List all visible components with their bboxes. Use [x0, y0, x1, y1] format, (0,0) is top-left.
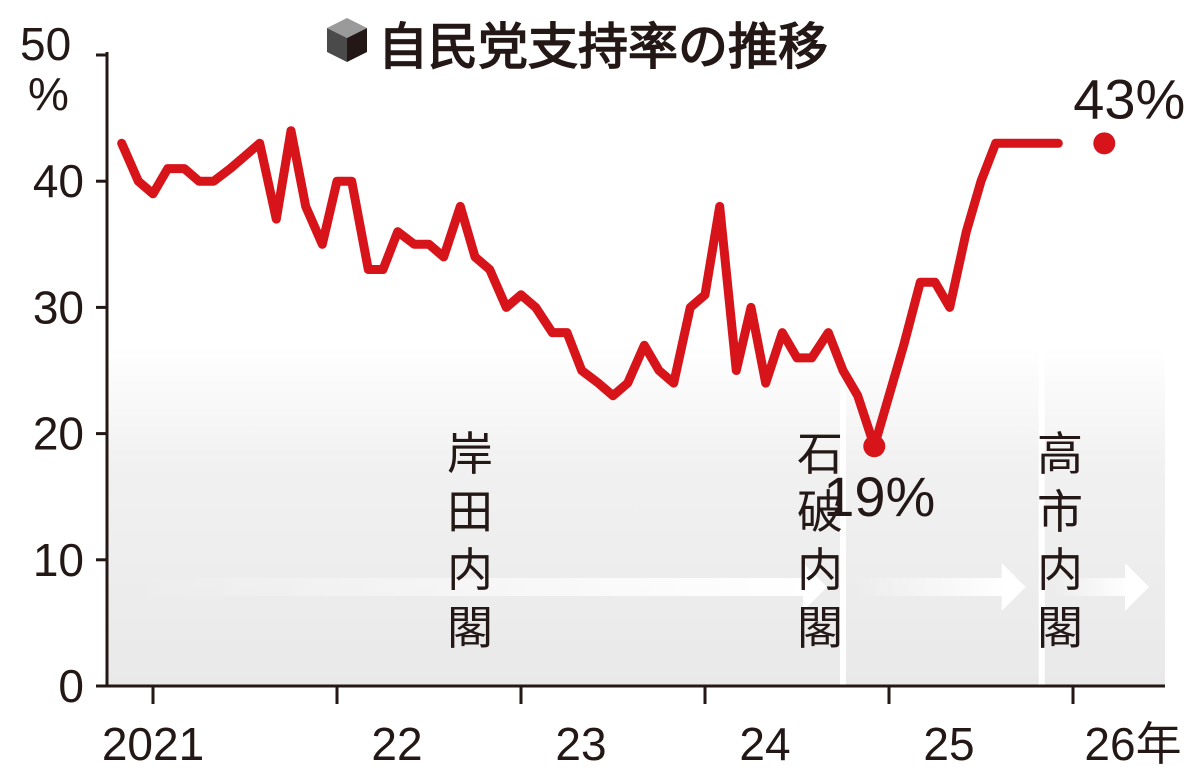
- era-arrow-head: [803, 563, 827, 611]
- chart-title: 自民党支持率の推移: [378, 18, 828, 76]
- y-tick-label: 30: [33, 281, 84, 333]
- era-arrow-head: [1001, 563, 1026, 611]
- series-group: [117, 126, 1063, 451]
- y-tick-label: 20: [33, 408, 84, 460]
- era-label: 高市内閣: [1037, 427, 1083, 655]
- y-unit-top: 50: [20, 18, 71, 70]
- era-arrow-shaft: [1053, 578, 1129, 596]
- y-unit-symbol: %: [28, 68, 69, 120]
- y-ticks: 0 10 20 30 40: [33, 53, 107, 712]
- era-separator: [840, 345, 846, 685]
- era-label: 石破内閣: [797, 427, 843, 655]
- plot-background: [107, 345, 1165, 685]
- x-tick-label: 23: [555, 718, 606, 770]
- era-separator: [1038, 345, 1045, 685]
- cube-icon: [327, 18, 367, 62]
- era-arrow-shaft: [855, 578, 1006, 596]
- x-tick-label: 25: [923, 718, 974, 770]
- y-tick-label: 0: [58, 660, 84, 712]
- x-ticks: 2021 22 23 24 25 26年: [102, 686, 1182, 770]
- annotation-label: 19%: [823, 465, 935, 528]
- series-line: [117, 126, 1063, 451]
- y-tick-label: 40: [33, 155, 84, 207]
- y-tick-label: 10: [33, 534, 84, 586]
- x-tick-label: 2021: [102, 718, 204, 770]
- x-tick-label: 26年: [1084, 718, 1181, 770]
- era-arrow-head: [1125, 563, 1149, 611]
- x-tick-label: 22: [371, 718, 422, 770]
- era-bands: 岸田内閣 石破内閣 高市内閣: [130, 345, 1149, 685]
- x-tick-label: 24: [739, 718, 790, 770]
- annotation-marker: [863, 435, 886, 458]
- annotations: 43% 19%: [823, 67, 1185, 528]
- annotation-marker: [1093, 132, 1116, 155]
- annotation-label: 43%: [1073, 67, 1185, 130]
- era-arrow-shaft: [130, 578, 807, 596]
- era-label: 岸田内閣: [447, 427, 493, 655]
